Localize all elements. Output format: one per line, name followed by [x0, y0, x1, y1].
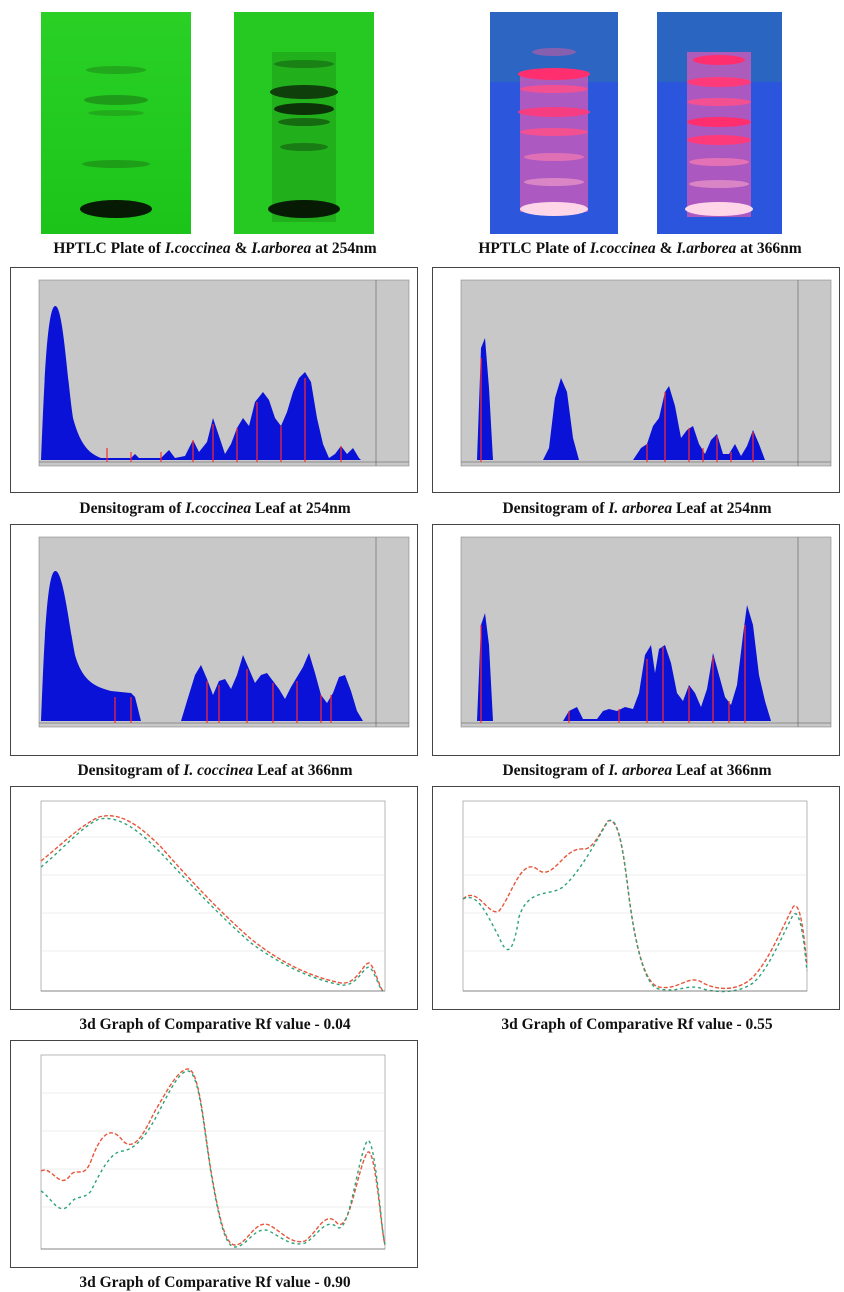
- caption-spectrum-rf-004: 3d Graph of Comparative Rf value - 0.04: [79, 1016, 351, 1033]
- densitogram-plot: [460, 536, 832, 728]
- densitogram-plot: [460, 279, 832, 467]
- plate-bands: [657, 12, 782, 234]
- caption-densitogram-coccinea-254: Densitogram of I.coccinea Leaf at 254nm: [79, 500, 351, 517]
- densitogram-plot: [38, 279, 410, 467]
- hptlc-plate-254-arborea: [234, 12, 374, 234]
- spectrum-plot: [40, 800, 386, 992]
- spectrum-rf-090: [10, 1040, 418, 1268]
- hptlc-plate-366-coccinea: [490, 12, 618, 234]
- plate-bands: [490, 12, 618, 234]
- spectrum-plot: [462, 800, 808, 993]
- densitogram-coccinea-254: [10, 267, 418, 493]
- plate-bands: [41, 12, 191, 234]
- caption-plate-366: HPTLC Plate of I.coccinea & I.arborea at…: [478, 240, 802, 257]
- spectrum-rf-055: [432, 786, 840, 1010]
- spectrum-plot: [40, 1054, 386, 1250]
- caption-densitogram-coccinea-366: Densitogram of I. coccinea Leaf at 366nm: [77, 762, 353, 779]
- caption-densitogram-arborea-366: Densitogram of I. arborea Leaf at 366nm: [502, 762, 772, 779]
- densitogram-coccinea-366: [10, 524, 418, 756]
- spectrum-rf-004: [10, 786, 418, 1010]
- densitogram-arborea-254: [432, 267, 840, 493]
- densitogram-plot: [38, 536, 410, 728]
- densitogram-arborea-366: [432, 524, 840, 756]
- caption-plate-254: HPTLC Plate of I.coccinea & I.arborea at…: [53, 240, 377, 257]
- caption-spectrum-rf-090: 3d Graph of Comparative Rf value - 0.90: [79, 1274, 351, 1291]
- caption-densitogram-arborea-254: Densitogram of I. arborea Leaf at 254nm: [502, 500, 772, 517]
- hptlc-plate-366-arborea: [657, 12, 782, 234]
- plate-bands: [234, 12, 374, 234]
- caption-spectrum-rf-055: 3d Graph of Comparative Rf value - 0.55: [501, 1016, 773, 1033]
- hptlc-plate-254-coccinea: [41, 12, 191, 234]
